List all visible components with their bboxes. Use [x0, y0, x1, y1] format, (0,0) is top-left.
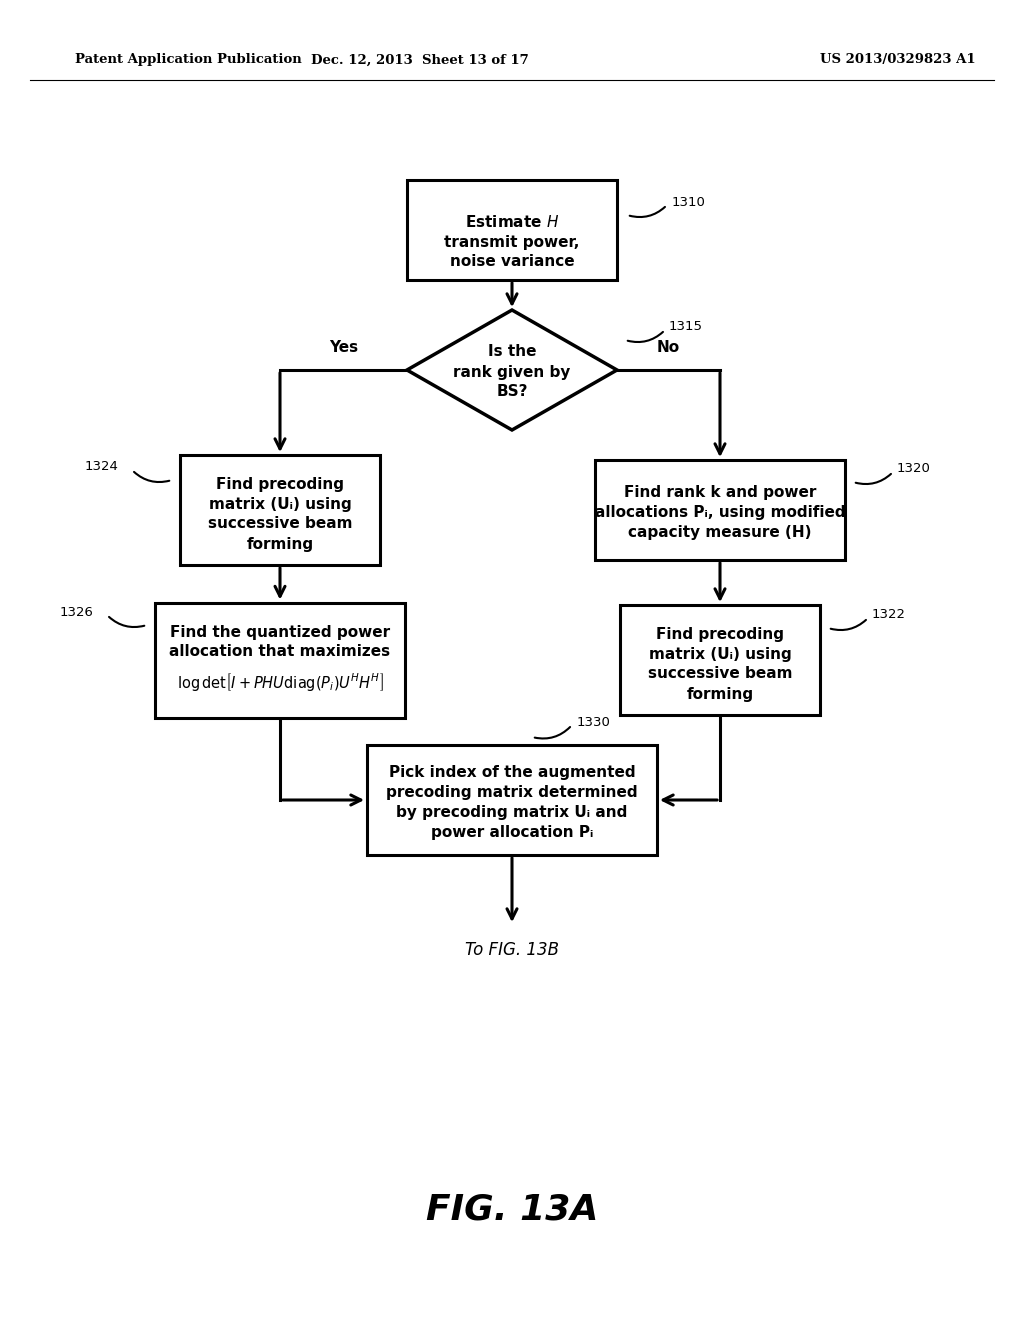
Text: forming: forming [247, 536, 313, 552]
Polygon shape [407, 310, 617, 430]
Text: Find rank k and power: Find rank k and power [624, 484, 816, 499]
Text: Estimate $H$: Estimate $H$ [465, 214, 559, 230]
Text: by precoding matrix Uᵢ and: by precoding matrix Uᵢ and [396, 804, 628, 820]
Text: power allocation Pᵢ: power allocation Pᵢ [431, 825, 593, 840]
Text: Yes: Yes [329, 341, 358, 355]
Text: precoding matrix determined: precoding matrix determined [386, 784, 638, 800]
Text: Find precoding: Find precoding [216, 477, 344, 491]
Text: rank given by: rank given by [454, 364, 570, 380]
Text: 1330: 1330 [577, 715, 611, 729]
Text: US 2013/0329823 A1: US 2013/0329823 A1 [820, 54, 976, 66]
Bar [180, 455, 380, 565]
Text: forming: forming [686, 686, 754, 701]
Text: BS?: BS? [497, 384, 527, 400]
Text: Find the quantized power: Find the quantized power [170, 624, 390, 639]
Text: Pick index of the augmented: Pick index of the augmented [389, 764, 635, 780]
Text: capacity measure (H): capacity measure (H) [629, 524, 812, 540]
Text: 1315: 1315 [669, 321, 703, 334]
Bar [620, 605, 820, 715]
Text: $\log\det\!\left[I + PHU\mathrm{diag}(P_i)U^H H^H\right]$: $\log\det\!\left[I + PHU\mathrm{diag}(P_… [176, 671, 383, 693]
Text: Find precoding: Find precoding [656, 627, 784, 642]
Text: successive beam: successive beam [208, 516, 352, 532]
Text: noise variance: noise variance [450, 255, 574, 269]
Text: 1326: 1326 [60, 606, 94, 619]
Text: Dec. 12, 2013  Sheet 13 of 17: Dec. 12, 2013 Sheet 13 of 17 [311, 54, 528, 66]
Text: matrix (Uᵢ) using: matrix (Uᵢ) using [648, 647, 792, 661]
Text: FIG. 13A: FIG. 13A [426, 1193, 598, 1228]
Bar [155, 602, 406, 718]
Bar [407, 180, 617, 280]
Text: allocations Pᵢ, using modified: allocations Pᵢ, using modified [595, 504, 846, 520]
Text: transmit power,: transmit power, [444, 235, 580, 249]
Text: To FIG. 13B: To FIG. 13B [465, 941, 559, 960]
Text: matrix (Uᵢ) using: matrix (Uᵢ) using [209, 496, 351, 511]
Text: successive beam: successive beam [648, 667, 793, 681]
Text: Patent Application Publication: Patent Application Publication [75, 54, 302, 66]
Bar [367, 744, 657, 855]
Text: 1310: 1310 [672, 195, 706, 209]
Text: 1322: 1322 [872, 609, 906, 622]
Bar [595, 459, 845, 560]
Text: Is the: Is the [487, 345, 537, 359]
Text: 1324: 1324 [85, 461, 119, 474]
Text: 1320: 1320 [897, 462, 931, 475]
Text: allocation that maximizes: allocation that maximizes [169, 644, 390, 660]
Text: No: No [657, 341, 680, 355]
